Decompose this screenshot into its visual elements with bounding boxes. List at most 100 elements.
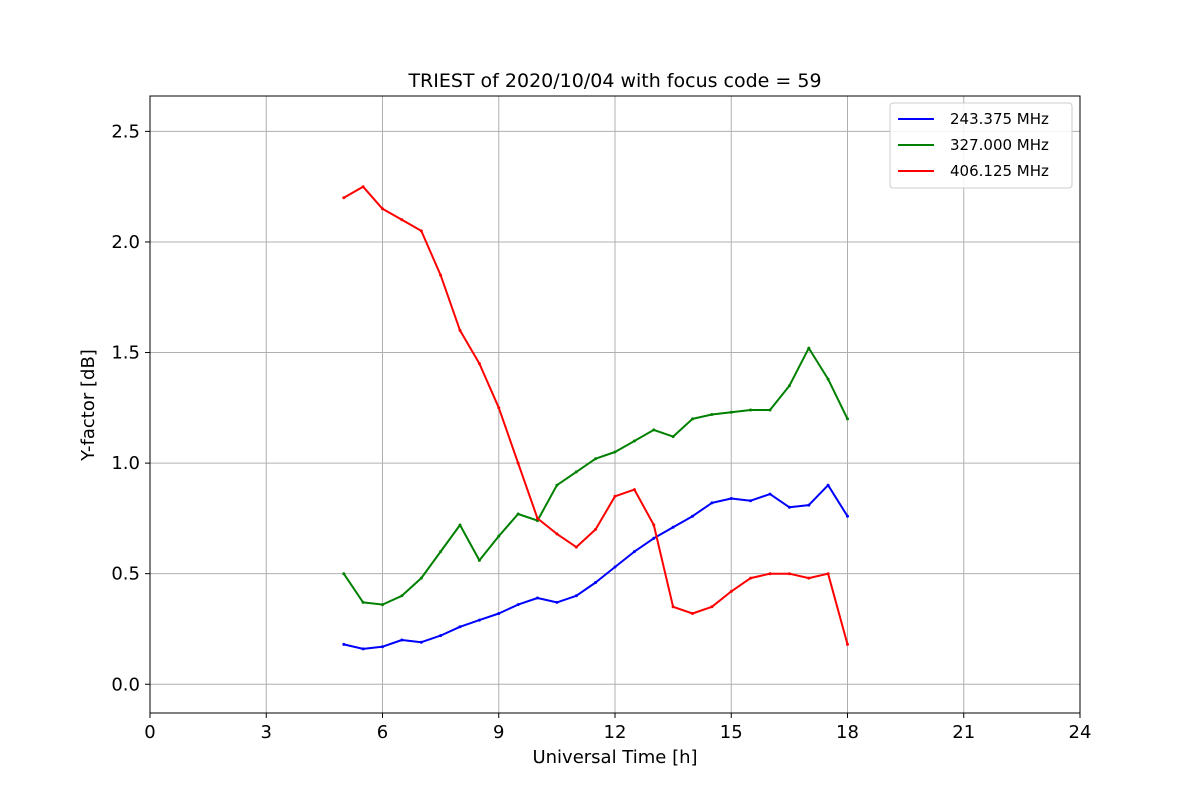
y-tick-label: 1.0 bbox=[111, 453, 140, 474]
data-point bbox=[671, 605, 675, 609]
data-point bbox=[613, 450, 617, 454]
data-point bbox=[381, 603, 384, 607]
data-point bbox=[787, 505, 791, 509]
data-point bbox=[555, 600, 559, 604]
data-point bbox=[555, 532, 559, 536]
legend-label: 406.125 MHz bbox=[950, 162, 1049, 180]
data-point bbox=[729, 497, 733, 500]
data-point bbox=[768, 408, 772, 412]
data-point bbox=[768, 572, 772, 576]
data-point bbox=[458, 625, 462, 629]
data-point bbox=[497, 406, 501, 410]
data-point bbox=[632, 488, 636, 492]
data-point bbox=[536, 596, 539, 600]
data-point bbox=[381, 207, 384, 211]
series-layer bbox=[342, 185, 849, 651]
data-point bbox=[632, 550, 636, 554]
data-point bbox=[594, 527, 598, 531]
data-point bbox=[594, 581, 598, 584]
data-point bbox=[555, 483, 559, 487]
data-point bbox=[710, 413, 714, 416]
data-point bbox=[749, 408, 753, 412]
data-point bbox=[458, 328, 462, 332]
data-point bbox=[807, 503, 811, 507]
data-point bbox=[342, 572, 346, 576]
data-point bbox=[594, 457, 598, 461]
data-point bbox=[846, 642, 849, 646]
data-point bbox=[361, 185, 365, 189]
grid bbox=[150, 96, 1080, 713]
data-point bbox=[826, 572, 830, 576]
data-point bbox=[787, 384, 791, 388]
data-point bbox=[516, 512, 520, 516]
data-point bbox=[652, 536, 656, 540]
x-tick-label: 12 bbox=[604, 722, 627, 743]
data-point bbox=[749, 576, 753, 580]
data-point bbox=[516, 603, 520, 607]
x-tick-label: 0 bbox=[144, 722, 155, 743]
data-point bbox=[419, 229, 423, 233]
data-point bbox=[361, 600, 365, 604]
data-point bbox=[477, 362, 481, 366]
series-line-2 bbox=[342, 347, 849, 606]
data-point bbox=[497, 612, 501, 615]
y-axis-label: Y-factor [dB] bbox=[78, 349, 99, 462]
data-point bbox=[807, 576, 811, 580]
x-tick-label: 9 bbox=[493, 722, 504, 743]
legend-label: 243.375 MHz bbox=[950, 110, 1049, 128]
data-point bbox=[807, 346, 811, 350]
data-point bbox=[419, 640, 423, 644]
x-tick-label: 15 bbox=[720, 722, 743, 743]
x-tick-label: 21 bbox=[952, 722, 975, 743]
x-tick-label: 24 bbox=[1069, 722, 1092, 743]
chart-title: TRIEST of 2020/10/04 with focus code = 5… bbox=[407, 70, 821, 92]
data-point bbox=[536, 516, 539, 520]
data-point bbox=[652, 428, 656, 432]
y-tick-label: 0.5 bbox=[111, 564, 140, 585]
data-point bbox=[729, 410, 733, 414]
data-point bbox=[652, 523, 656, 527]
y-tick-label: 1.5 bbox=[111, 343, 140, 364]
data-point bbox=[671, 435, 675, 439]
data-point bbox=[439, 550, 443, 554]
y-tick-label: 2.0 bbox=[111, 232, 140, 253]
x-axis-label: Universal Time [h] bbox=[532, 747, 697, 768]
legend: 243.375 MHz 327.000 MHz 406.125 MHz bbox=[889, 102, 1073, 189]
data-point bbox=[632, 439, 636, 443]
data-point bbox=[400, 638, 404, 642]
data-point bbox=[826, 377, 830, 381]
data-point bbox=[787, 572, 791, 576]
data-point bbox=[768, 492, 772, 496]
data-point bbox=[400, 218, 404, 222]
data-point bbox=[846, 417, 849, 421]
y-tick-label: 0.0 bbox=[111, 674, 140, 695]
data-point bbox=[419, 576, 423, 580]
data-point bbox=[729, 589, 733, 593]
data-point bbox=[381, 645, 384, 649]
x-tick-label: 6 bbox=[377, 722, 388, 743]
data-point bbox=[361, 647, 365, 651]
data-point bbox=[710, 605, 714, 609]
ticks: 0 3 6 9 12 15 18 21 24 0.0 0.5 1.0 1.5 2.0 2.5 bbox=[111, 121, 1091, 743]
data-point bbox=[691, 514, 694, 518]
data-point bbox=[749, 499, 753, 503]
y-tick-label: 2.5 bbox=[111, 121, 140, 142]
legend-label: 327.000 MHz bbox=[950, 136, 1049, 154]
data-point bbox=[846, 514, 849, 518]
data-point bbox=[458, 523, 462, 527]
data-point bbox=[613, 494, 617, 498]
data-point bbox=[516, 461, 520, 465]
data-point bbox=[477, 618, 481, 622]
data-point bbox=[613, 565, 617, 569]
data-point bbox=[826, 483, 830, 487]
data-point bbox=[439, 273, 443, 277]
data-point bbox=[477, 558, 481, 562]
data-point bbox=[574, 545, 578, 549]
data-point bbox=[497, 534, 501, 538]
data-point bbox=[671, 525, 675, 529]
data-point bbox=[342, 196, 346, 200]
data-point bbox=[710, 501, 714, 505]
x-tick-label: 18 bbox=[836, 722, 859, 743]
